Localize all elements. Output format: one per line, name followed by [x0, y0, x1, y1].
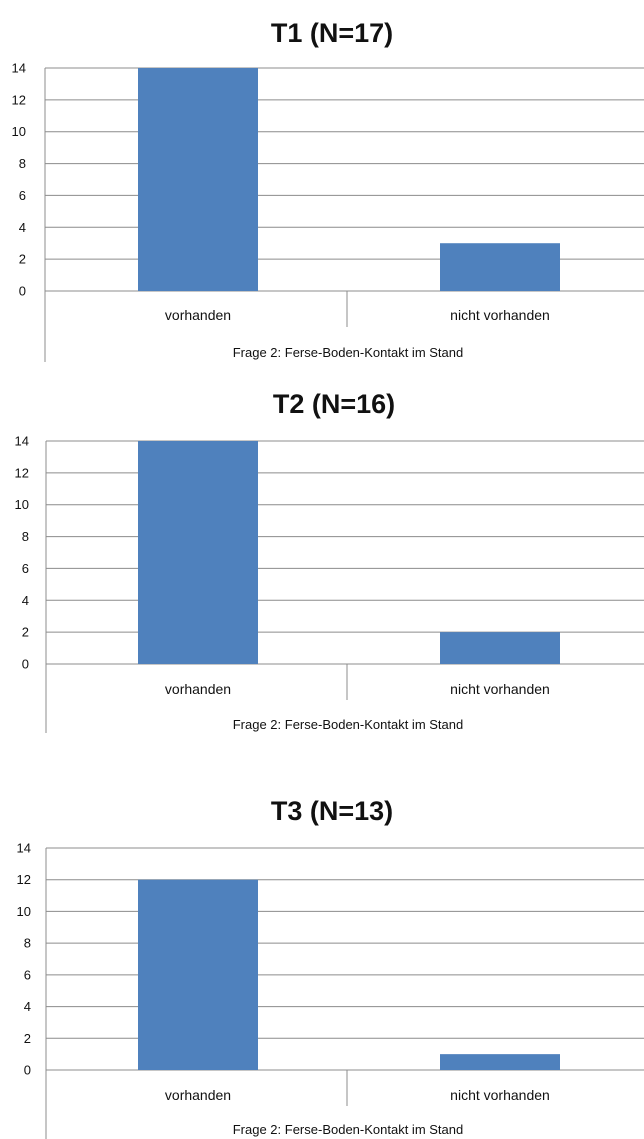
- category-label: vorhanden: [165, 681, 231, 697]
- x-axis-label: Frage 2: Ferse-Boden-Kontakt im Stand: [233, 1122, 464, 1137]
- category-label: vorhanden: [165, 1087, 231, 1103]
- chart-title: T3 (N=13): [271, 796, 393, 826]
- y-tick-label: 8: [24, 936, 31, 951]
- y-tick-label: 10: [15, 497, 29, 512]
- bar-vorhanden: [138, 879, 258, 1070]
- category-label: nicht vorhanden: [450, 307, 550, 323]
- y-tick-label: 4: [22, 593, 29, 608]
- chart-title: T1 (N=17): [271, 18, 393, 48]
- y-tick-label: 12: [17, 872, 31, 887]
- y-tick-label: 0: [24, 1063, 31, 1078]
- y-tick-label: 6: [19, 188, 26, 203]
- y-tick-label: 8: [22, 529, 29, 544]
- bar-vorhanden: [138, 68, 258, 291]
- category-label: vorhanden: [165, 307, 231, 323]
- y-tick-label: 2: [19, 252, 26, 267]
- bar-nicht-vorhanden: [440, 243, 560, 291]
- y-tick-label: 0: [22, 657, 29, 672]
- x-axis-label: Frage 2: Ferse-Boden-Kontakt im Stand: [233, 717, 464, 732]
- category-label: nicht vorhanden: [450, 681, 550, 697]
- y-tick-label: 4: [19, 220, 26, 235]
- bar-nicht-vorhanden: [440, 632, 560, 664]
- y-tick-label: 8: [19, 156, 26, 171]
- y-tick-label: 12: [12, 92, 26, 107]
- y-tick-label: 0: [19, 284, 26, 299]
- x-axis-label: Frage 2: Ferse-Boden-Kontakt im Stand: [233, 345, 464, 360]
- bar-nicht-vorhanden: [440, 1054, 560, 1070]
- y-tick-label: 12: [15, 465, 29, 480]
- bar-vorhanden: [138, 441, 258, 664]
- y-tick-label: 6: [22, 561, 29, 576]
- y-tick-label: 14: [15, 434, 29, 449]
- chart-title: T2 (N=16): [273, 389, 395, 419]
- y-tick-label: 14: [12, 61, 26, 76]
- y-tick-label: 14: [17, 841, 31, 856]
- y-tick-label: 10: [12, 124, 26, 139]
- y-tick-label: 2: [24, 1031, 31, 1046]
- y-tick-label: 2: [22, 625, 29, 640]
- y-tick-label: 4: [24, 999, 31, 1014]
- y-tick-label: 6: [24, 967, 31, 982]
- y-tick-label: 10: [17, 904, 31, 919]
- category-label: nicht vorhanden: [450, 1087, 550, 1103]
